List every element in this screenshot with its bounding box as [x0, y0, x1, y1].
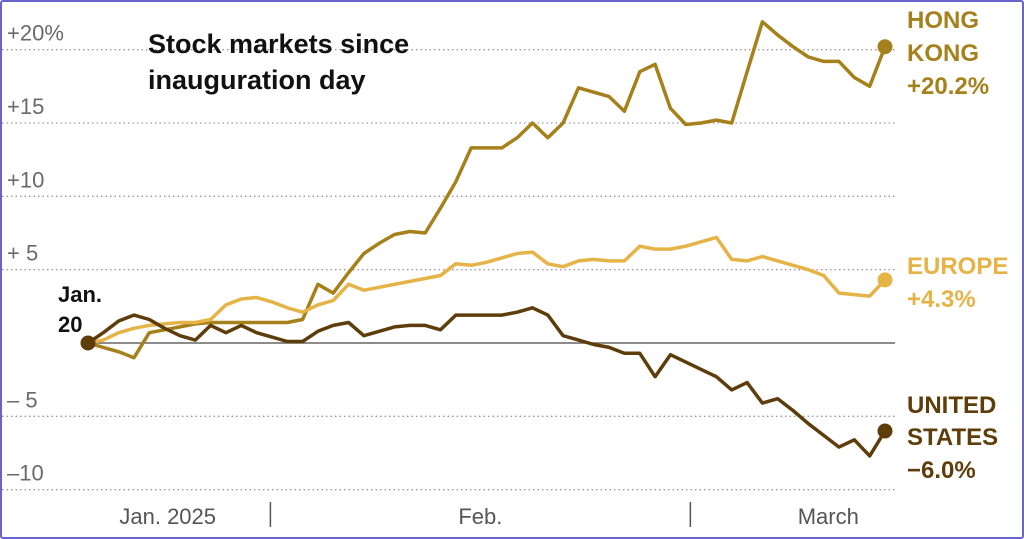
- y-tick-label: +20%: [7, 21, 64, 46]
- y-tick-label: – 5: [7, 387, 38, 412]
- end-dot: [877, 272, 893, 288]
- chart-title: Stock markets since inauguration day: [148, 29, 410, 95]
- end-value-label: −6.0%: [907, 457, 976, 484]
- series-line: [87, 306, 887, 458]
- series-line: [87, 20, 887, 360]
- x-tick-label: March: [798, 504, 859, 529]
- y-tick-label: +15: [7, 94, 44, 119]
- x-tick-label: Feb.: [458, 504, 502, 529]
- y-tick-label: +10: [7, 167, 44, 192]
- y-tick-label: + 5: [7, 241, 38, 266]
- annotation: Jan. 20: [58, 282, 102, 337]
- end-value-label: +4.3%: [907, 286, 976, 313]
- legend-label: HONG KONG: [907, 7, 979, 67]
- end-value-label: +20.2%: [907, 73, 989, 100]
- legend-label: EUROPE: [907, 253, 1008, 280]
- legend-label: UNITED STATES: [907, 392, 998, 451]
- series-line: [87, 235, 887, 345]
- start-dot: [80, 335, 96, 351]
- end-dot: [877, 39, 893, 55]
- x-tick-label: Jan. 2025: [119, 504, 216, 529]
- y-tick-label: –10: [7, 461, 44, 486]
- end-dot: [877, 423, 893, 439]
